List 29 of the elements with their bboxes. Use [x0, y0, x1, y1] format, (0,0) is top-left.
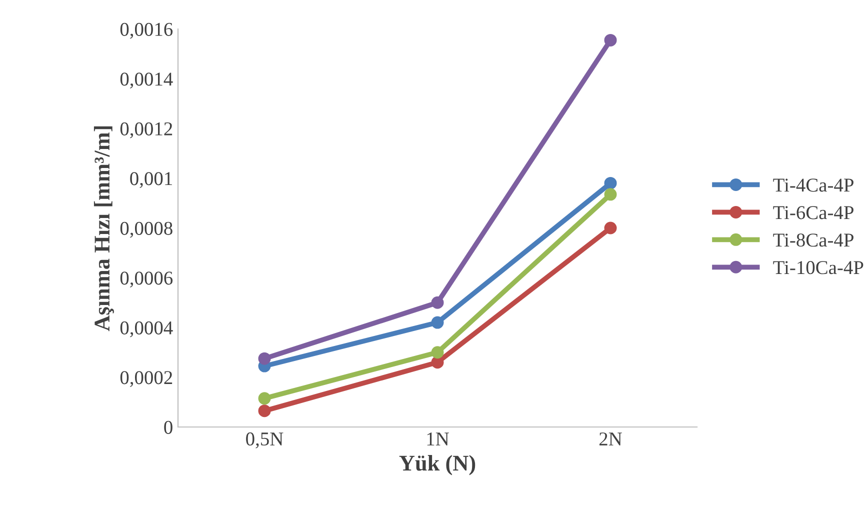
legend-label: Ti-6Ca-4P — [773, 206, 854, 220]
x-tick-label: 1N — [427, 432, 449, 446]
y-axis-title: Aşınma Hızı [mm³/m] — [94, 126, 114, 332]
point — [604, 34, 617, 46]
point — [604, 222, 617, 234]
legend-label: Ti-4Ca-4P — [773, 178, 854, 192]
point — [431, 316, 444, 329]
y-tick-label: 0,0016 — [120, 22, 173, 39]
y-tick-label: 0,0002 — [120, 371, 172, 387]
y-tick-label: 0,0004 — [120, 321, 173, 338]
point — [258, 392, 271, 405]
y-tick-label: 0,0012 — [120, 122, 172, 138]
y-tick-label: 0,001 — [130, 172, 172, 188]
y-tick-label: 0,0014 — [120, 72, 173, 88]
y-tick-label: 0,0008 — [120, 222, 172, 238]
point — [258, 352, 271, 365]
x-tick-label: 0,5N — [246, 432, 284, 448]
point — [604, 176, 617, 190]
x-tick-label: 2N — [599, 432, 622, 446]
x-axis-title: Yük (N) — [399, 455, 476, 476]
legend-label: Ti-10Ca-4P — [773, 261, 864, 274]
point — [604, 188, 617, 201]
point — [431, 346, 444, 359]
y-tick-label: 0 — [164, 420, 172, 434]
point — [431, 296, 444, 309]
legend-label: Ti-8Ca-4P — [773, 234, 854, 247]
y-tick-label: 0,0006 — [120, 272, 173, 288]
point — [431, 356, 444, 369]
point — [258, 404, 271, 418]
